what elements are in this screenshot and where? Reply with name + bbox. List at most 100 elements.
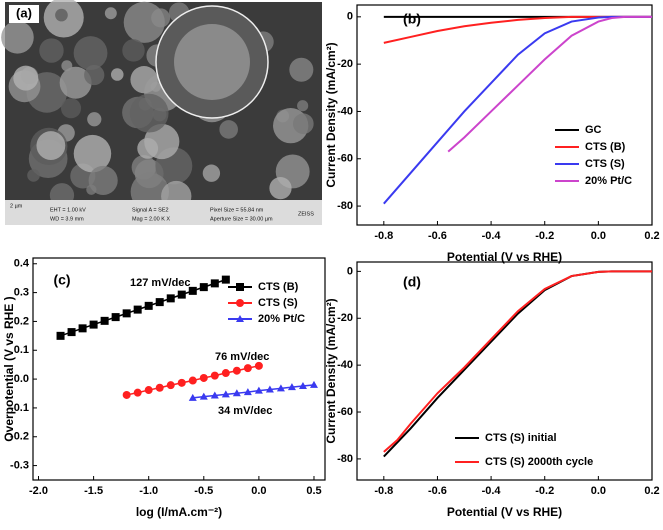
- y-tick-label: -0.1: [10, 402, 29, 414]
- data-point: [210, 391, 219, 399]
- data-point: [287, 383, 296, 391]
- legend-label: CTS (S) initial: [485, 432, 557, 444]
- y-tick-label: -0.3: [10, 459, 29, 471]
- data-point: [309, 380, 318, 388]
- x-tick-label: -0.5: [194, 485, 213, 497]
- legend-marker: [236, 315, 244, 322]
- label-box: [9, 5, 39, 23]
- texture: [55, 8, 68, 22]
- data-point: [155, 383, 164, 392]
- y-tick-label: -60: [337, 153, 353, 165]
- x-axis-label: Potential (V vs RHE): [447, 250, 562, 264]
- info-text: Pixel Size = 55.84 nm: [210, 207, 264, 213]
- data-point: [100, 316, 109, 325]
- plot-frame: [356, 261, 653, 481]
- texture: [39, 38, 64, 63]
- data-point: [67, 328, 76, 337]
- data-point: [276, 384, 285, 392]
- data-point: [89, 320, 98, 329]
- data-point: [265, 385, 274, 393]
- y-tick-label: -80: [337, 200, 353, 212]
- texture: [73, 134, 112, 173]
- y-tick-label: -40: [337, 359, 353, 371]
- y-tick-label: -60: [337, 406, 353, 418]
- y-tick-label: 0.2: [14, 315, 29, 327]
- x-tick-label: -0.4: [482, 485, 502, 497]
- brand-text: ZEISS: [298, 211, 314, 217]
- data-point: [166, 381, 175, 390]
- data-point: [111, 313, 120, 322]
- data-point: [177, 290, 186, 299]
- texture: [292, 113, 314, 135]
- data-point: [243, 364, 252, 373]
- texture: [297, 100, 309, 112]
- legend-label: 20% Pt/C: [258, 313, 305, 325]
- x-tick-label: 0.0: [251, 485, 266, 497]
- texture: [1, 21, 34, 54]
- info-text: EHT = 1.00 kV: [50, 207, 86, 213]
- y-axis-label: Current Density (mA/cm²): [324, 42, 338, 187]
- x-tick-label: -0.8: [374, 230, 393, 242]
- data-point: [199, 392, 208, 400]
- plot-frame: [32, 257, 326, 481]
- panel-label: (c): [53, 272, 70, 288]
- legend-marker: [236, 299, 244, 307]
- texture: [144, 123, 180, 160]
- data-point: [188, 393, 197, 401]
- x-tick-label: -1.5: [84, 485, 103, 497]
- y-axis-label: Overpotential (V vs RHE ): [2, 296, 16, 441]
- y-tick-label: 0.1: [14, 344, 29, 356]
- x-axis-label: log (I/mA.cm⁻²): [136, 505, 222, 519]
- x-tick-label: -0.6: [428, 485, 447, 497]
- legend-marker: [236, 283, 244, 291]
- texture: [104, 7, 117, 20]
- plot-frame: [356, 4, 653, 226]
- texture: [13, 65, 39, 91]
- annotation: 76 mV/dec: [215, 351, 269, 363]
- data-point: [243, 388, 252, 396]
- x-axis-label: Potential (V vs RHE): [447, 505, 562, 519]
- data-point: [188, 376, 197, 385]
- panel-label: (d): [403, 274, 421, 290]
- data-point: [221, 275, 230, 284]
- data-point: [78, 324, 87, 333]
- legend-label: 20% Pt/C: [585, 175, 632, 187]
- data-point: [221, 390, 230, 398]
- legend-label: CTS (S): [258, 297, 298, 309]
- y-tick-label: 0: [347, 265, 353, 277]
- data-point: [177, 378, 186, 387]
- x-tick-label: 0.0: [591, 230, 606, 242]
- data-point: [199, 373, 208, 382]
- texture: [87, 112, 102, 127]
- data-point: [232, 389, 241, 397]
- series-line: [383, 270, 652, 458]
- texture: [269, 176, 292, 200]
- panel-label: (a): [16, 5, 32, 20]
- texture: [73, 36, 108, 70]
- data-point: [210, 279, 219, 288]
- y-tick-label: -20: [337, 312, 353, 324]
- x-tick-label: -0.4: [482, 230, 502, 242]
- y-tick-label: -20: [337, 58, 353, 70]
- info-text: Signal A = SE2: [132, 207, 169, 213]
- legend-label: CTS (S) 2000th cycle: [485, 456, 593, 468]
- x-tick-label: 0.5: [306, 485, 321, 497]
- texture: [129, 93, 169, 133]
- x-tick-label: -2.0: [29, 485, 48, 497]
- texture: [88, 165, 118, 196]
- x-tick-label: 0.0: [591, 485, 606, 497]
- data-point: [221, 369, 230, 378]
- data-point: [56, 331, 65, 340]
- info-text: Aperture Size = 30.00 µm: [210, 216, 273, 222]
- texture: [122, 39, 145, 62]
- texture: [289, 57, 314, 82]
- inset-flower: [174, 24, 250, 100]
- info-text: WD = 3.9 mm: [50, 216, 84, 222]
- y-axis-label: Current Density (mA/cm²): [324, 298, 338, 443]
- info-bar: [5, 200, 322, 225]
- texture: [27, 169, 40, 182]
- data-point: [122, 390, 131, 399]
- data-point: [254, 386, 263, 394]
- legend-label: CTS (S): [585, 158, 625, 170]
